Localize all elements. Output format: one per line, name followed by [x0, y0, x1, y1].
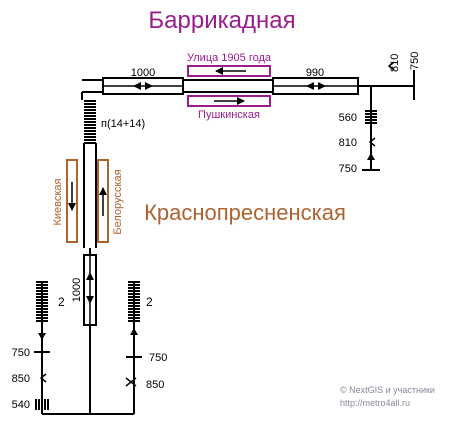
left-540-label: 540 [12, 399, 30, 411]
station-title-barrikadnaya: Баррикадная [148, 7, 295, 34]
left-850-label: 850 [12, 373, 30, 385]
left-exit-arrow-icon [38, 333, 46, 340]
platform-left [66, 159, 78, 243]
east-810-label: 810 [339, 137, 357, 149]
credit-copyright: © NextGIS и участники [340, 385, 435, 395]
left-750-label: 750 [12, 347, 30, 359]
credit-url: http://metro4all.ru [340, 398, 410, 408]
east-750-top-label: 750 [409, 52, 421, 70]
escalator-label: п(14+14) [101, 118, 145, 130]
right-850-narrowing-icon [125, 377, 137, 387]
left-540-stairs-icon [35, 399, 49, 410]
platform-right [97, 159, 109, 243]
crossover-west-length: 1000 [131, 67, 155, 79]
platform-upper-label: Улица 1905 года [187, 52, 272, 64]
crossover-west [102, 77, 184, 95]
platform-lower [187, 95, 271, 107]
crossover-vertical [83, 254, 97, 326]
crossover-east-length: 990 [306, 67, 324, 79]
east-810-top-label: 810 [389, 54, 401, 72]
right-750-label: 750 [149, 352, 167, 364]
left-stairs-count: 2 [58, 295, 65, 309]
crossover-vertical-length: 1000 [71, 278, 83, 302]
right-exit-arrow-icon [130, 328, 138, 335]
right-850-label: 850 [146, 379, 164, 391]
east-810-narrowing-icon [368, 137, 376, 147]
platform-upper [187, 65, 271, 77]
platform-left-label: Киевская [52, 178, 64, 225]
east-750-label: 750 [339, 163, 357, 175]
right-stairs-icon [128, 281, 140, 322]
left-850-narrowing-icon [39, 373, 47, 383]
platform-lower-label: Пушкинская [198, 109, 260, 121]
escalator-icon [84, 100, 96, 144]
east-exit-arrow-icon [367, 153, 375, 160]
station-title-krasnopresnenskaya: Краснопресненская [144, 200, 346, 225]
right-stairs-count: 2 [146, 295, 153, 309]
left-stairs-icon [36, 281, 48, 322]
platform-right-label: Белорусская [112, 169, 124, 234]
east-stairs-icon [365, 110, 377, 124]
east-810-top-narrowing-icon [387, 61, 395, 71]
crossover-east [272, 77, 359, 95]
east-560-label: 560 [339, 112, 357, 124]
